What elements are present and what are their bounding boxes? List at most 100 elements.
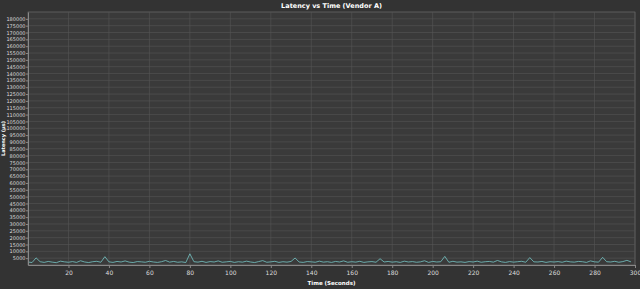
grid-line-y <box>28 87 635 88</box>
y-tick-mark <box>26 94 28 95</box>
y-axis-title: Latency (µs) <box>0 121 7 156</box>
chart: 2040608010012014016018020022024026028030… <box>0 0 640 289</box>
grid-line-x <box>635 12 636 265</box>
y-tick: 125000 <box>6 91 28 97</box>
y-tick-mark <box>26 67 28 68</box>
y-tick-mark <box>26 60 28 61</box>
grid-line-y <box>28 135 635 136</box>
y-tick-label: 85000 <box>10 146 26 152</box>
background <box>0 0 640 289</box>
y-tick-mark <box>26 142 28 143</box>
x-tick-mark <box>311 265 312 268</box>
x-tick-mark <box>473 265 474 268</box>
y-tick-mark <box>26 224 28 225</box>
grid-line-y <box>28 182 635 183</box>
y-tick-mark <box>26 197 28 198</box>
latency-line <box>28 254 631 263</box>
y-tick: 70000 <box>10 166 28 172</box>
grid-line-y <box>28 217 635 218</box>
y-tick: 15000 <box>10 242 28 248</box>
y-tick-label: 60000 <box>10 180 26 186</box>
x-tick-label: 260 <box>549 269 561 276</box>
y-tick: 95000 <box>10 132 28 138</box>
y-tick-mark <box>26 217 28 218</box>
y-tick-mark <box>26 115 28 116</box>
x-tick-label: 200 <box>427 269 439 276</box>
x-tick: 140 <box>306 265 318 276</box>
y-tick: 115000 <box>6 105 28 111</box>
y-tick: 155000 <box>6 50 28 56</box>
y-tick-label: 50000 <box>10 194 26 200</box>
y-tick-mark <box>26 190 28 191</box>
y-tick-label: 175000 <box>6 23 25 29</box>
x-tick-label: 300 <box>630 269 640 276</box>
x-tick: 200 <box>427 265 439 276</box>
y-tick: 25000 <box>10 228 28 234</box>
x-tick: 280 <box>589 265 601 276</box>
y-tick: 40000 <box>10 207 28 213</box>
grid-line-y <box>28 128 635 129</box>
grid-line-y <box>28 196 635 197</box>
y-tick: 55000 <box>10 187 28 193</box>
grid-line-x <box>149 12 150 265</box>
y-tick-mark <box>26 203 28 204</box>
y-tick: 150000 <box>6 57 28 63</box>
grid-line-y <box>28 73 635 74</box>
y-tick-label: 90000 <box>10 139 26 145</box>
x-axis-line <box>29 265 636 266</box>
title: Latency vs Time (Vendor A) <box>281 2 382 10</box>
x-tick-label: 180 <box>387 269 399 276</box>
x-tick: 260 <box>549 265 561 276</box>
y-tick: 145000 <box>6 64 28 70</box>
x-tick: 240 <box>508 265 520 276</box>
y-tick-label: 100000 <box>6 125 25 131</box>
grid-line-y <box>28 223 635 224</box>
grid-line-y <box>28 32 635 33</box>
grid-line-y <box>28 230 635 231</box>
grid-line-y <box>28 53 635 54</box>
x-tick-mark <box>433 265 434 268</box>
y-tick-label: 75000 <box>10 160 26 166</box>
grid-line-y <box>28 100 635 101</box>
grid-line-y <box>28 39 635 40</box>
y-tick-label: 120000 <box>6 98 25 104</box>
y-tick-mark <box>26 258 28 259</box>
y-tick-label: 55000 <box>10 187 26 193</box>
y-tick-label: 130000 <box>6 84 25 90</box>
x-axis-title: Time (Seconds) <box>308 280 356 286</box>
y-tick-mark <box>26 39 28 40</box>
y-tick: 130000 <box>6 84 28 90</box>
grid-line-y <box>28 18 635 19</box>
x-tick: 300 <box>630 265 640 276</box>
y-tick-mark <box>26 80 28 81</box>
grid-line-y <box>28 121 635 122</box>
x-tick: 60 <box>146 265 154 276</box>
y-tick-mark <box>26 121 28 122</box>
grid-line-y <box>28 189 635 190</box>
y-tick-mark <box>26 108 28 109</box>
grid-line-y <box>28 155 635 156</box>
x-tick-mark <box>352 265 353 268</box>
x-tick-mark <box>635 265 636 268</box>
y-tick-mark <box>26 231 28 232</box>
x-tick-mark <box>149 265 150 268</box>
y-tick-mark <box>26 128 28 129</box>
x-tick: 220 <box>468 265 480 276</box>
grid <box>28 12 635 265</box>
x-tick: 180 <box>387 265 399 276</box>
y-tick-label: 30000 <box>10 221 26 227</box>
y-tick: 120000 <box>6 98 28 104</box>
x-tick: 160 <box>347 265 359 276</box>
y-tick: 30000 <box>10 221 28 227</box>
y-tick-label: 15000 <box>10 242 26 248</box>
y-tick: 160000 <box>6 43 28 49</box>
x-tick-label: 280 <box>589 269 601 276</box>
y-tick-label: 105000 <box>6 119 25 125</box>
y-axis: 5000100001500020000250003000035000400004… <box>6 13 28 266</box>
y-tick-mark <box>26 183 28 184</box>
y-tick-label: 65000 <box>10 173 26 179</box>
x-tick-label: 60 <box>146 269 154 276</box>
y-tick: 105000 <box>6 119 28 125</box>
y-tick: 90000 <box>10 139 28 145</box>
grid-line-y <box>28 46 635 47</box>
